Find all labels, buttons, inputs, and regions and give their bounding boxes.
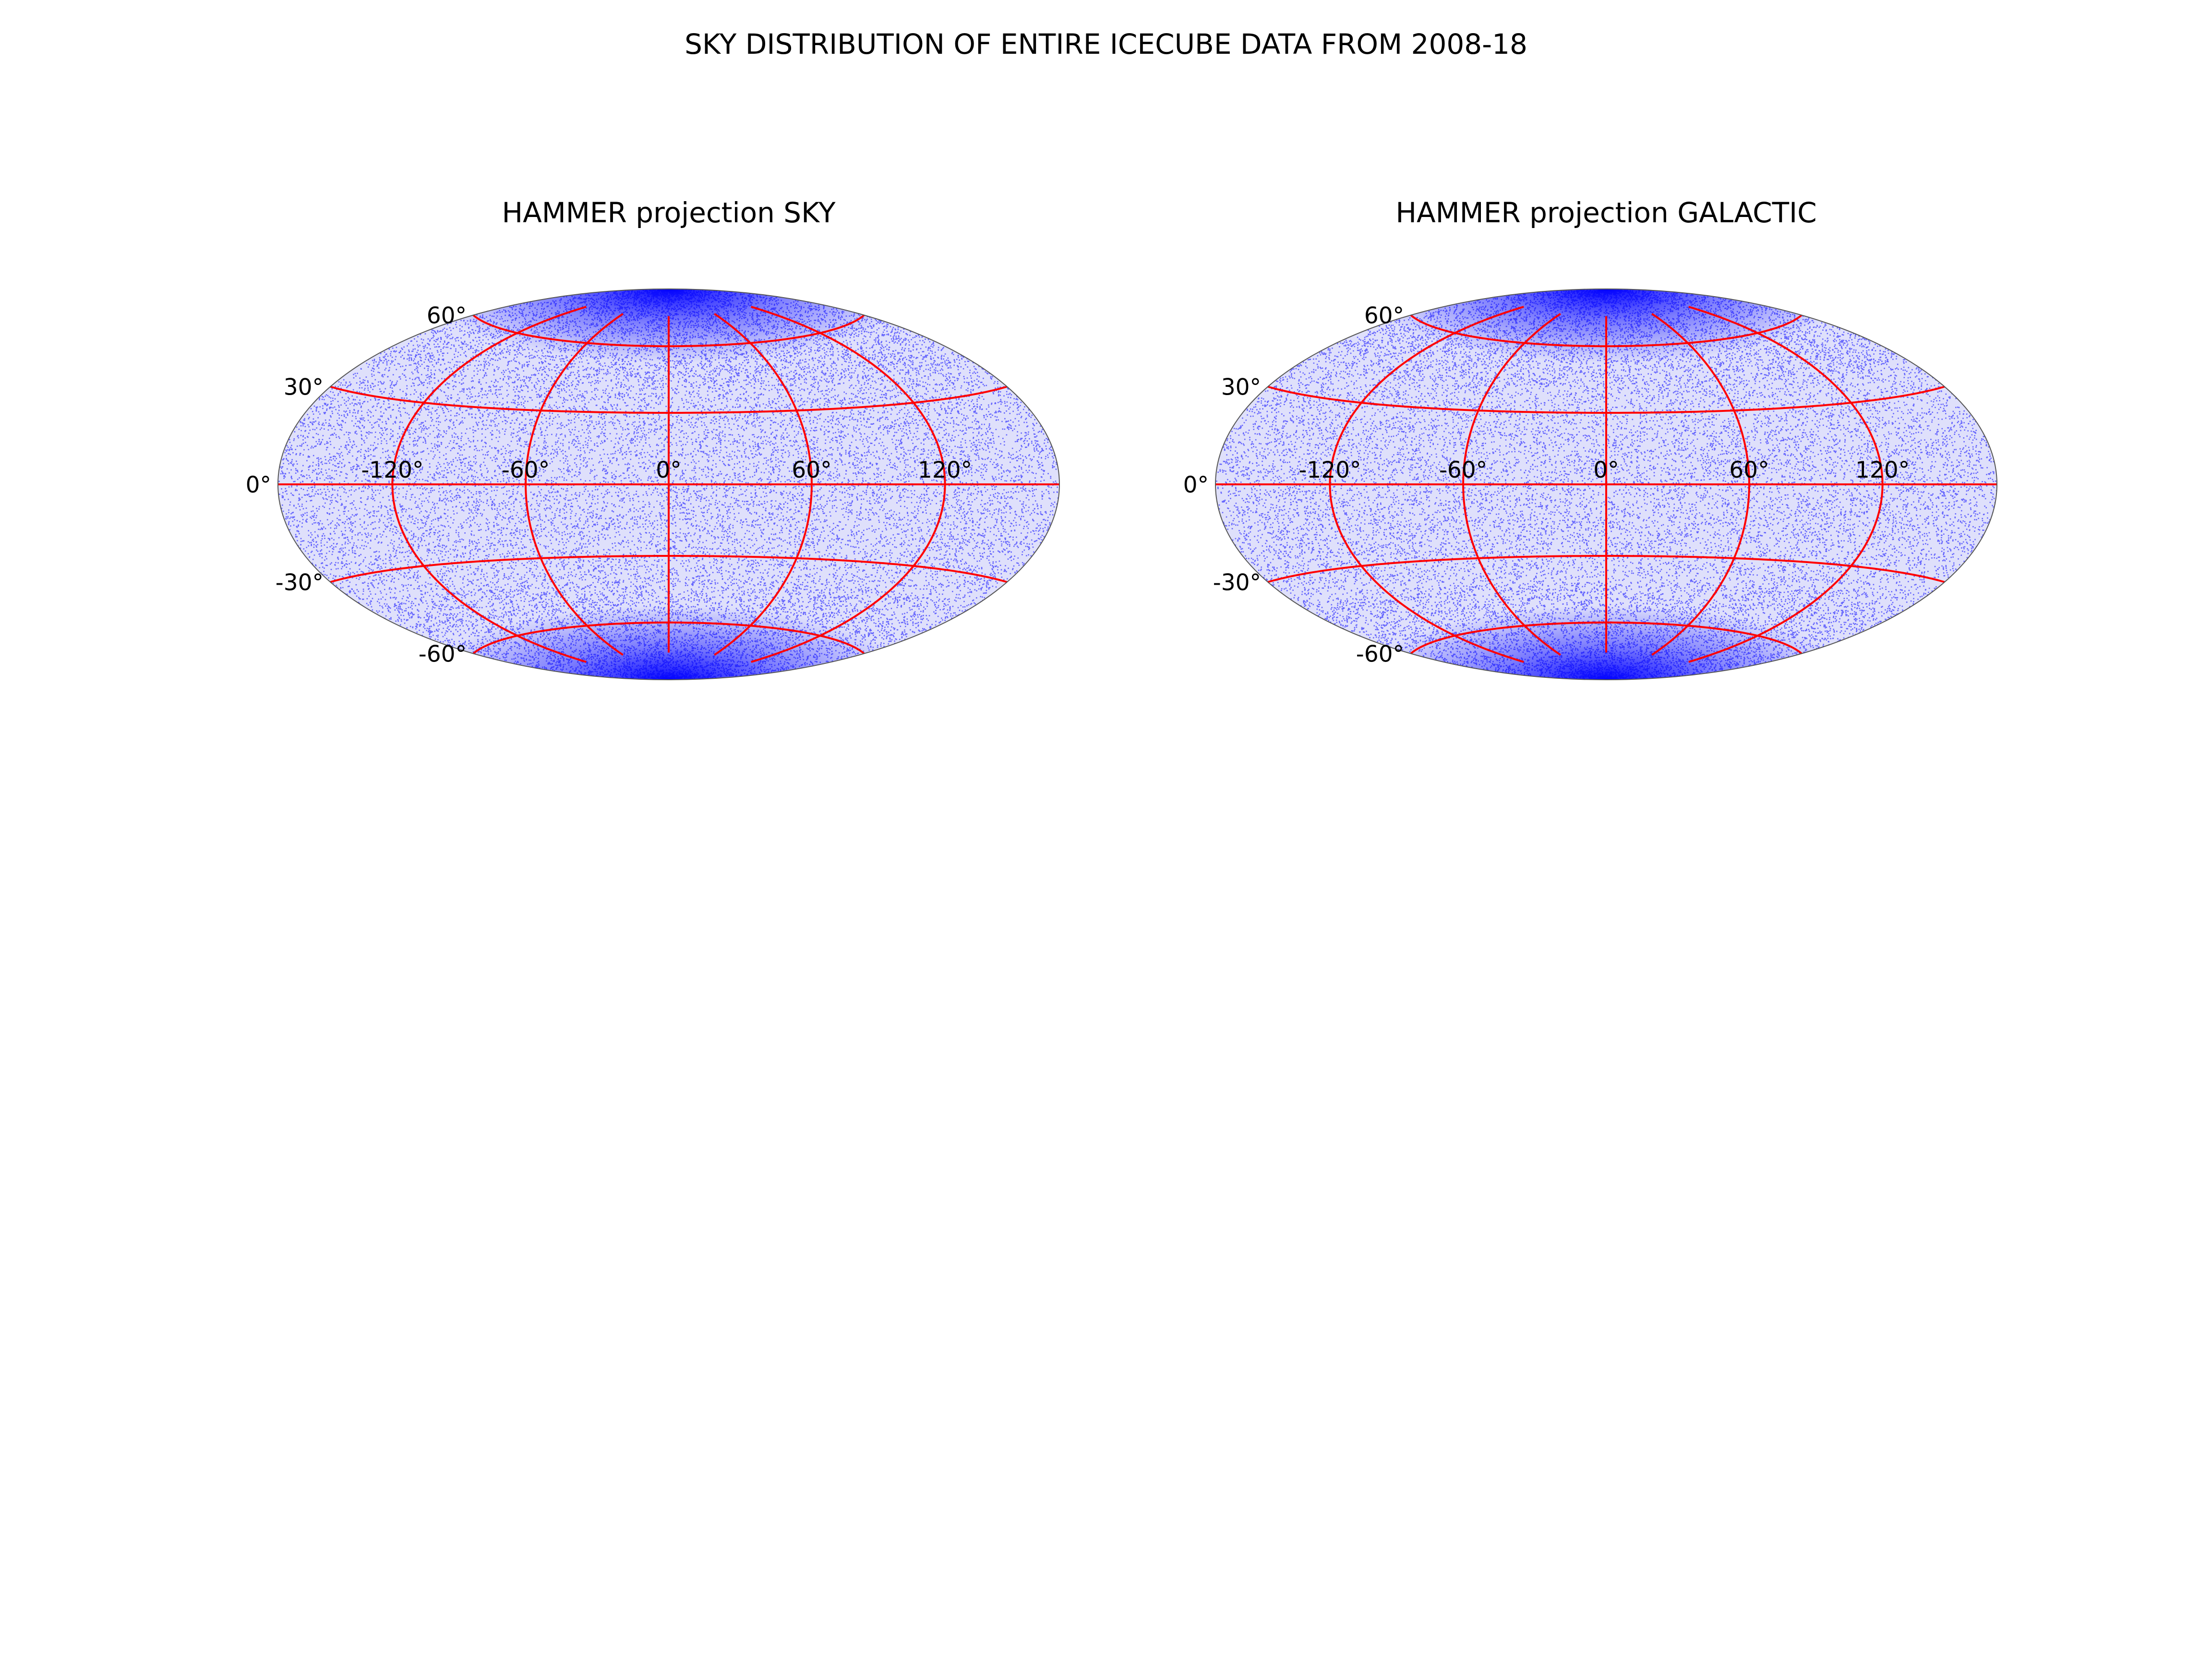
parallel-line: [1410, 314, 1803, 348]
panel-title: HAMMER projection SKY: [502, 196, 836, 229]
x-tick-label: 0°: [656, 457, 681, 483]
event-points: [1216, 289, 1997, 680]
sky-map-panel: HAMMER projection SKY -120° -60° 0° 60° 120° 6…: [246, 196, 1060, 680]
y-tick-label: 0°: [246, 472, 271, 498]
map-outline: [1215, 289, 1997, 680]
y-tick-label: -60°: [1356, 641, 1404, 667]
figure-title: SKY DISTRIBUTION OF ENTIRE ICECUBE DATA …: [685, 28, 1527, 60]
x-tick-label: 120°: [1855, 457, 1910, 483]
y-tick-label: 30°: [284, 374, 324, 401]
event-markers: [1216, 289, 1997, 680]
graticule: [1215, 306, 1997, 663]
y-tick-label: 60°: [427, 303, 467, 329]
y-tick-label: 60°: [1364, 303, 1404, 329]
x-tick-label: 60°: [792, 457, 831, 483]
galactic-map-panel: HAMMER projection GALACTIC -120° -60° 0° 60°…: [1183, 196, 1997, 680]
y-tick-label: 0°: [1183, 472, 1209, 498]
parallel-line: [472, 621, 865, 654]
north-pole-concentration: [426, 289, 911, 363]
graticule: [278, 306, 1059, 663]
x-tick-label: 120°: [918, 457, 972, 483]
map-outline: [277, 289, 1060, 680]
y-tick-label: -60°: [419, 641, 467, 667]
x-tick-label: -60°: [502, 457, 550, 483]
parallel-line: [472, 314, 865, 348]
north-pole-concentration: [1364, 289, 1849, 363]
x-tick-label: -60°: [1439, 457, 1487, 483]
x-tick-label: 0°: [1593, 457, 1619, 483]
parallel-line: [1267, 555, 1945, 583]
x-tick-label: 60°: [1729, 457, 1769, 483]
y-tick-label: 30°: [1221, 374, 1261, 401]
parallel-line: [1267, 385, 1945, 414]
x-tick-label: -120°: [361, 457, 423, 483]
y-tick-label: -30°: [1213, 570, 1261, 596]
y-tick-label: -30°: [276, 570, 324, 596]
parallel-line: [1410, 621, 1803, 654]
parallel-line: [330, 385, 1008, 414]
panel-title: HAMMER projection GALACTIC: [1395, 196, 1816, 229]
parallel-line: [330, 555, 1008, 583]
x-tick-label: -120°: [1298, 457, 1361, 483]
